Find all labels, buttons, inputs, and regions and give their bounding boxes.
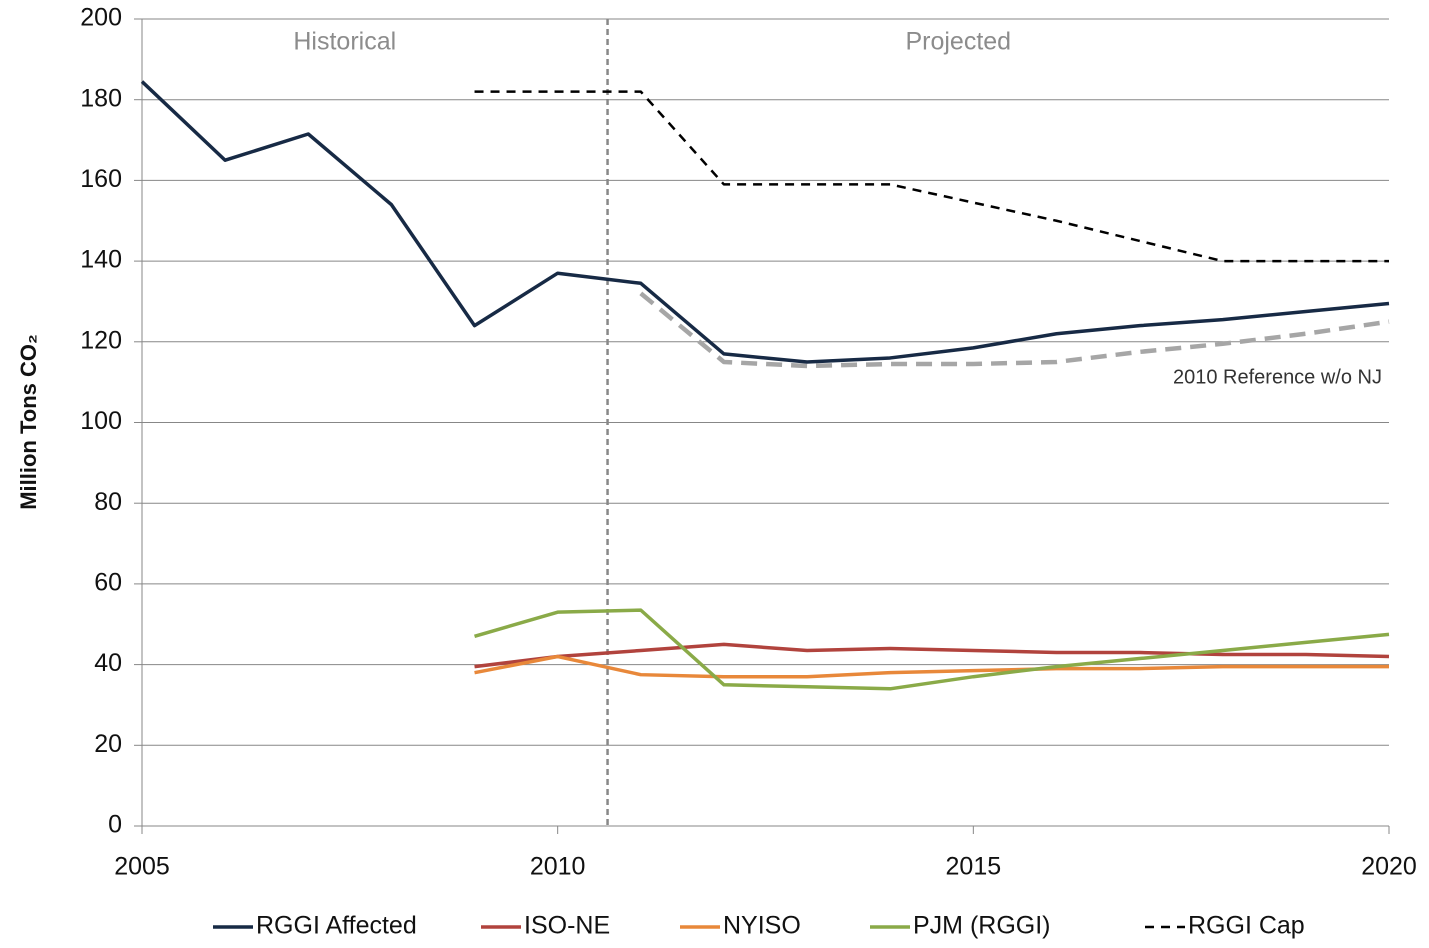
series-line xyxy=(474,608,1390,691)
series-line xyxy=(474,654,1389,679)
legend-label: PJM (RGGI) xyxy=(913,912,1051,940)
y-tick-label: 20 xyxy=(94,730,122,758)
y-tick-label: 60 xyxy=(94,569,122,597)
x-tick-label: 2020 xyxy=(1361,853,1417,881)
y-tick-label: 0 xyxy=(108,811,122,839)
y-axis-label: Million Tons CO₂ xyxy=(16,334,41,510)
y-tick-label: 120 xyxy=(80,326,122,354)
legend-label: RGGI Affected xyxy=(256,912,417,940)
series-line xyxy=(474,642,1390,669)
y-tick-label: 80 xyxy=(94,488,122,516)
series-line xyxy=(474,90,1389,263)
legend-label: RGGI Cap xyxy=(1188,912,1305,940)
annotation: Projected xyxy=(905,28,1011,56)
series-line xyxy=(140,80,1390,364)
y-tick-label: 100 xyxy=(80,407,122,435)
y-tick-label: 140 xyxy=(80,246,122,274)
series-annotation: 2010 Reference w/o NJ xyxy=(1173,366,1382,388)
y-tick-label: 160 xyxy=(80,165,122,193)
legend-label: NYISO xyxy=(723,912,801,940)
x-tick-label: 2005 xyxy=(114,853,170,881)
y-tick-label: 200 xyxy=(80,4,122,32)
y-tick-label: 180 xyxy=(80,84,122,112)
x-tick-label: 2010 xyxy=(530,853,586,881)
x-tick-label: 2015 xyxy=(946,853,1002,881)
legend-label: ISO-NE xyxy=(524,912,610,940)
annotation: Historical xyxy=(293,28,396,56)
y-tick-label: 40 xyxy=(94,649,122,677)
